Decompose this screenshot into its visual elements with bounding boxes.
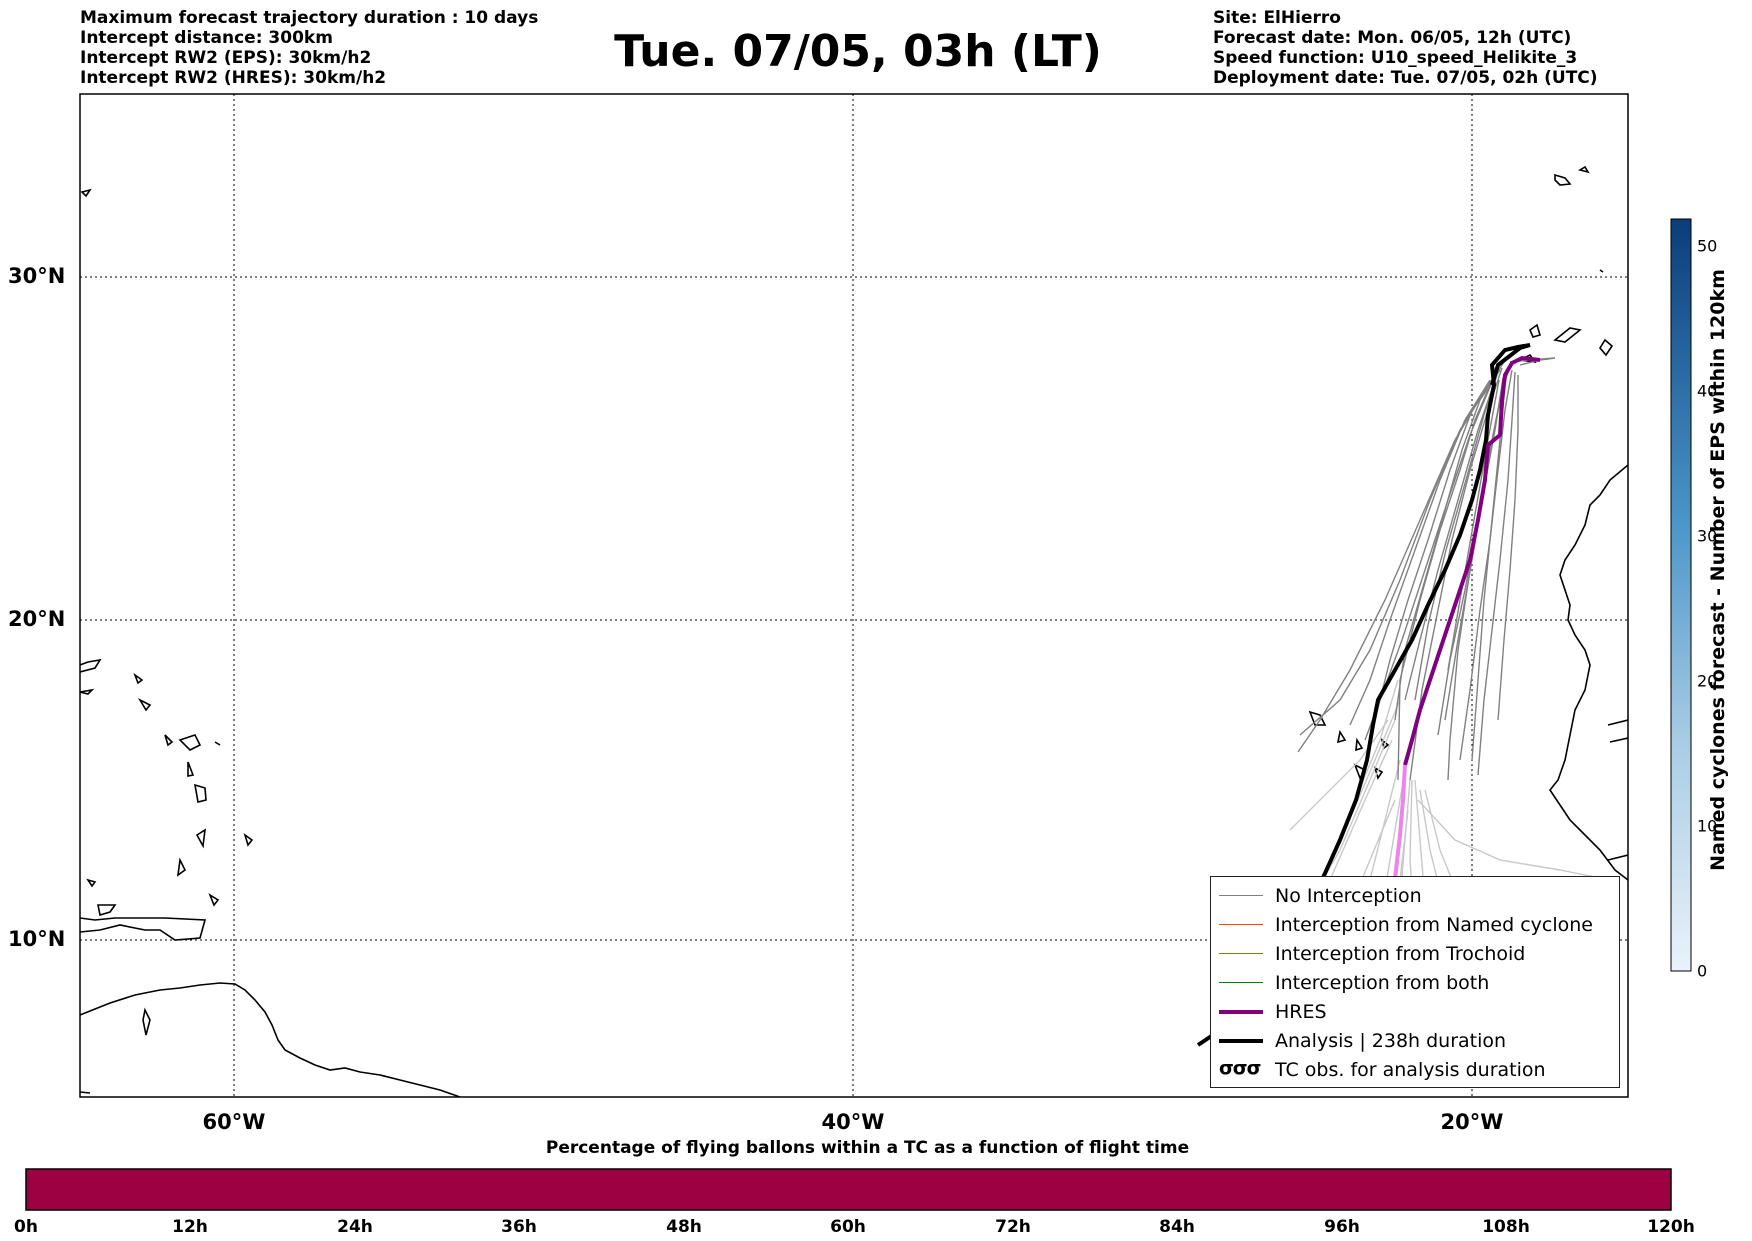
lat-label-20n: 20°N xyxy=(8,607,66,631)
forecast-date-text: Forecast date: Mon. 06/05, 12h (UTC) xyxy=(1213,28,1572,48)
site-text: Site: ElHierro xyxy=(1213,8,1341,28)
hres-trajectory xyxy=(1403,355,1541,766)
lon-label-60w: 60°W xyxy=(202,1110,266,1134)
legend-item-both: Interception from both xyxy=(1211,970,1619,996)
legend-item-tc-obs: σσσ TC obs. for analysis duration xyxy=(1219,1057,1546,1081)
flight-time-colorbar xyxy=(25,1168,1672,1211)
header-left-info: Maximum forecast trajectory duration : 1… xyxy=(80,8,538,88)
intercept-distance-text: Intercept distance: 300km xyxy=(80,28,333,48)
cb-tick-50: 50 xyxy=(1697,236,1718,256)
cb-tick-0: 0 xyxy=(1697,961,1708,981)
bt-tick-0h: 0h xyxy=(14,1217,38,1237)
map-legend: No Interception Interception from Named … xyxy=(1210,876,1620,1088)
legend-item-hres: HRES xyxy=(1211,999,1619,1025)
colorbar-right-title: Named cyclones forecast - Number of EPS … xyxy=(1707,269,1729,871)
bt-tick-108h: 108h xyxy=(1482,1217,1530,1237)
both-swatch xyxy=(1219,982,1263,983)
legend-item-trochoid: Interception from Trochoid xyxy=(1211,941,1619,967)
bt-tick-84h: 84h xyxy=(1159,1217,1195,1237)
bt-tick-12h: 12h xyxy=(172,1217,208,1237)
colorbar-bottom-title: Percentage of flying ballons within a TC… xyxy=(545,1138,1190,1158)
no-interception-swatch xyxy=(1219,895,1263,896)
max-duration-text: Maximum forecast trajectory duration : 1… xyxy=(80,8,539,28)
legend-item-no-interception: No Interception xyxy=(1211,883,1619,909)
bt-tick-72h: 72h xyxy=(995,1217,1031,1237)
named-cyclone-swatch xyxy=(1219,924,1263,925)
bt-tick-120h: 120h xyxy=(1647,1217,1695,1237)
lon-label-20w: 20°W xyxy=(1440,1110,1504,1134)
lat-label-10n: 10°N xyxy=(8,927,66,951)
legend-item-named-cyclone: Interception from Named cyclone xyxy=(1211,912,1619,938)
bt-tick-24h: 24h xyxy=(337,1217,373,1237)
bt-tick-60h: 60h xyxy=(830,1217,866,1237)
speed-function-text: Speed function: U10_speed_Helikite_3 xyxy=(1213,48,1578,68)
intercept-rw2-eps-text: Intercept RW2 (EPS): 30km/h2 xyxy=(80,48,372,68)
bt-tick-48h: 48h xyxy=(666,1217,702,1237)
legend-item-analysis: Analysis | 238h duration xyxy=(1211,1028,1619,1054)
trochoid-swatch xyxy=(1219,953,1263,954)
intercept-rw2-hres-text: Intercept RW2 (HRES): 30km/h2 xyxy=(80,68,387,88)
caribbean-coastline xyxy=(80,188,461,1097)
lon-label-40w: 40°W xyxy=(821,1110,885,1134)
cyclone-symbols-icon: σσσ xyxy=(1219,1057,1261,1079)
lat-label-30n: 30°N xyxy=(8,264,66,288)
deployment-date-text: Deployment date: Tue. 07/05, 02h (UTC) xyxy=(1213,68,1598,88)
cyclone-count-colorbar xyxy=(1670,218,1692,972)
hres-swatch xyxy=(1219,1010,1263,1014)
cb-tick-20: 20 xyxy=(1697,671,1718,691)
map-title: Tue. 07/05, 03h (LT) xyxy=(614,26,1102,77)
eps-trajectories-dark xyxy=(1297,357,1556,781)
african-coastline xyxy=(1308,165,1628,881)
header-right-info: Site: ElHierro Forecast date: Mon. 06/05… xyxy=(1213,8,1598,88)
cb-tick-10: 10 xyxy=(1697,816,1718,836)
cb-tick-30: 30 xyxy=(1697,526,1718,546)
bt-tick-36h: 36h xyxy=(501,1217,537,1237)
map-frame xyxy=(79,93,1629,1098)
cb-tick-40: 40 xyxy=(1697,381,1718,401)
bt-tick-96h: 96h xyxy=(1324,1217,1360,1237)
analysis-swatch xyxy=(1219,1039,1263,1043)
